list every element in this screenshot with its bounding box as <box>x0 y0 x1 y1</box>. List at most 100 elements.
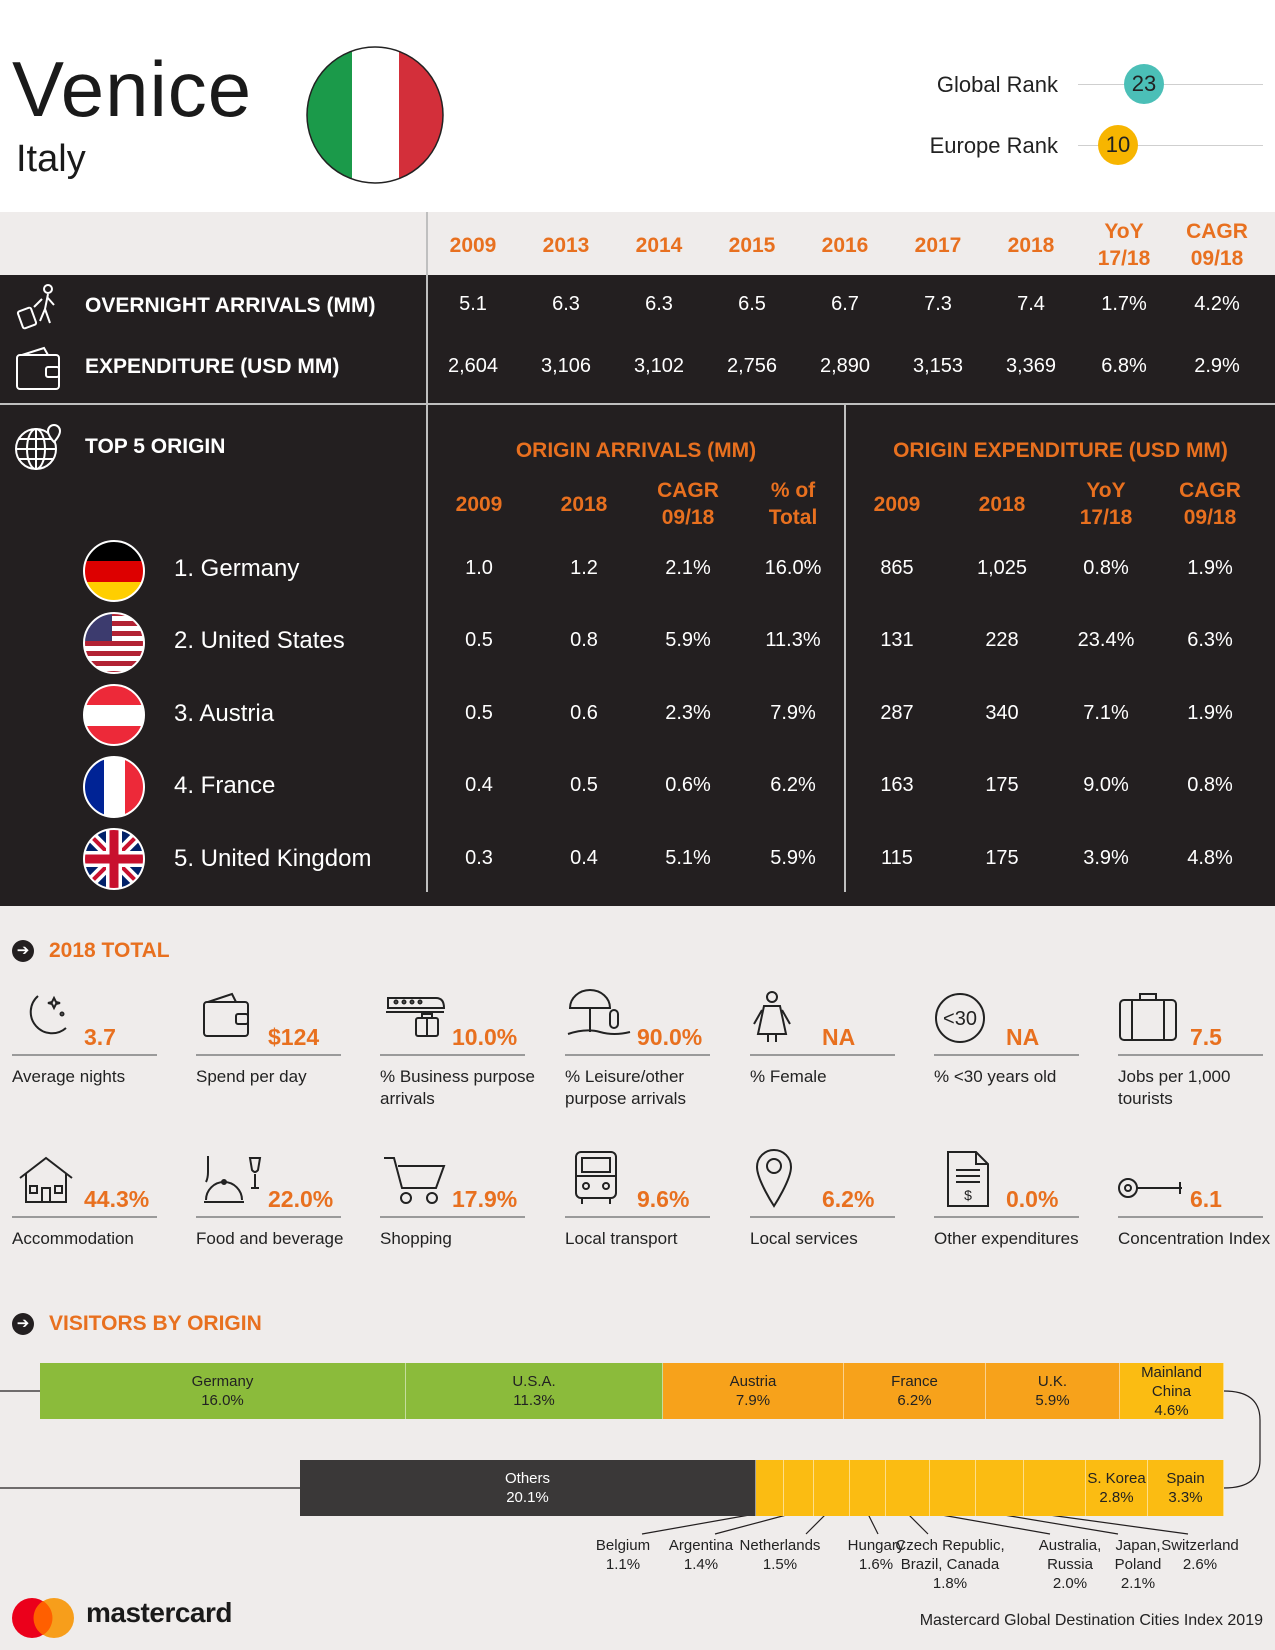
small-origin-name: Argentina <box>668 1537 734 1554</box>
small-origin-label: Australia, Russia 2.0% <box>1030 1536 1110 1593</box>
expenditure-value: 2.9% <box>1194 355 1240 377</box>
stat-label: Local services <box>750 1229 858 1248</box>
oe-col-yoy-line2: 17/18 <box>1079 506 1133 529</box>
oe-col-yoy: YoY 17/18 <box>1061 477 1151 531</box>
stat-value: 22.0% <box>268 1186 334 1212</box>
female-icon <box>753 991 791 1042</box>
stat-label: % Female <box>750 1067 827 1086</box>
italy-flag-icon <box>306 46 444 184</box>
visitor-segment-pct: 16.0% <box>201 1392 244 1409</box>
stat-rule <box>1118 1054 1263 1056</box>
origin-value: 7.9% <box>770 702 816 724</box>
origin-value: 4.8% <box>1187 847 1233 869</box>
traveler-icon <box>16 284 55 330</box>
yoy-header: YoY 17/18 <box>1079 218 1169 272</box>
europe-rank-badge: 10 <box>1098 125 1138 165</box>
year-2013: 2013 <box>542 234 590 257</box>
location-pin-icon <box>755 1148 793 1208</box>
global-rank-line <box>1078 84 1263 85</box>
origin-value: 115 <box>881 847 913 869</box>
oa-col-pct-line2: Total <box>768 506 818 529</box>
year-header-divider <box>426 212 428 275</box>
top-origin-title: TOP 5 ORIGIN <box>85 435 226 458</box>
small-origin-label: Czech Republic, Brazil, Canada 1.8% <box>893 1536 1007 1593</box>
origin-value: 0.4 <box>465 774 493 796</box>
visitor-segment-name: U.K. <box>1037 1373 1068 1390</box>
stat-rule <box>12 1054 157 1056</box>
oa-col-cagr-line2: 09/18 <box>661 506 715 529</box>
europe-rank-line <box>1078 145 1263 146</box>
yoy-header-line2: 17/18 <box>1097 247 1151 270</box>
data-panel: OVERNIGHT ARRIVALS (MM) EXPENDITURE (USD… <box>0 275 1275 906</box>
city-name: Venice <box>12 45 253 133</box>
small-origin-name: Belgium <box>595 1537 651 1554</box>
global-rank-label: Global Rank <box>936 72 1058 97</box>
oa-col-pct-line1: % of <box>770 479 816 502</box>
oa-col-2009: 2009 <box>455 493 503 516</box>
origin-value: 131 <box>880 629 914 651</box>
bus-icon <box>575 1151 617 1204</box>
origin-value: 0.6 <box>570 702 598 724</box>
origin-value: 5.1% <box>665 847 711 869</box>
arrivals-value: 4.2% <box>1194 293 1240 315</box>
origin-value: 16.0% <box>764 557 822 579</box>
origin-value: 0.3 <box>465 847 493 869</box>
expenditure-value: 2,890 <box>819 355 871 377</box>
stat-label: Jobs per 1,000 tourists <box>1118 1067 1231 1108</box>
footer-note: Mastercard Global Destination Cities Ind… <box>919 1612 1263 1629</box>
stat-label: Accommodation <box>12 1229 134 1248</box>
small-origin-pct: 1.8% <box>932 1575 968 1592</box>
visitor-segment: Spain 3.3% <box>1148 1460 1224 1516</box>
stat-rule <box>565 1054 710 1056</box>
visitor-segment-name: Austria <box>729 1373 777 1390</box>
stat-label: Local transport <box>565 1229 678 1248</box>
origin-value: 9.0% <box>1083 774 1129 796</box>
origin-country-name: 2. United States <box>174 627 345 654</box>
visitor-segment-pct: 5.9% <box>1035 1392 1070 1409</box>
arrivals-value: 6.3 <box>552 293 580 315</box>
house-icon <box>19 1156 73 1203</box>
small-origin-name: Netherlands <box>739 1537 821 1554</box>
origin-value: 865 <box>880 557 914 579</box>
year-2015: 2015 <box>728 234 776 257</box>
small-visitor-segment <box>1024 1460 1086 1516</box>
small-visitor-segment <box>814 1460 850 1516</box>
visitor-segment: France 6.2% <box>844 1363 986 1419</box>
france-flag-icon <box>83 756 145 818</box>
origin-country-name: 3. Austria <box>174 700 275 727</box>
origin-value: 5.9% <box>770 847 816 869</box>
arrivals-value: 1.7% <box>1101 293 1147 315</box>
origin-value: 287 <box>880 702 914 724</box>
visitor-segment-pct: 7.9% <box>735 1392 771 1409</box>
year-2016: 2016 <box>821 234 869 257</box>
small-origin-pct: 1.5% <box>762 1556 798 1573</box>
visitor-segment-name: Germany <box>191 1373 254 1390</box>
stat-value: $124 <box>268 1024 320 1050</box>
origin-value: 0.8 <box>570 629 598 651</box>
visitor-segment-pct: 11.3% <box>513 1392 555 1409</box>
origin-expenditure-title: ORIGIN EXPENDITURE (USD MM) <box>893 439 1228 462</box>
stat-label: Spend per day <box>196 1067 307 1086</box>
origin-value: 2.1% <box>665 557 711 579</box>
origin-value: 1,025 <box>976 557 1028 579</box>
expenditure-value: 3,153 <box>912 355 964 377</box>
stat-rule <box>934 1054 1079 1056</box>
small-origin-name: Switzerland <box>1161 1537 1239 1554</box>
stat-value: 0.0% <box>1006 1186 1059 1212</box>
origin-value: 0.4 <box>570 847 598 869</box>
metrics-bottom-rule <box>0 403 1275 405</box>
origin-value: 340 <box>985 702 1019 724</box>
svg-text:$: $ <box>964 1187 972 1203</box>
mastercard-logo-icon <box>12 1598 74 1638</box>
small-visitor-segment <box>784 1460 814 1516</box>
mastercard-wordmark: mastercard <box>86 1597 232 1628</box>
arrivals-value: 5.1 <box>459 293 487 315</box>
stat-value: NA <box>1006 1024 1040 1050</box>
origin-divider-left <box>426 405 428 892</box>
visitor-segment: U.S.A. 11.3% <box>406 1363 663 1419</box>
small-origin-label: Belgium 1.1% <box>583 1536 663 1574</box>
stat-value: 6.2% <box>822 1186 875 1212</box>
origin-value: 0.6% <box>665 774 711 796</box>
origin-arrivals-title: ORIGIN ARRIVALS (MM) <box>515 439 757 462</box>
stat-rule <box>12 1216 157 1218</box>
